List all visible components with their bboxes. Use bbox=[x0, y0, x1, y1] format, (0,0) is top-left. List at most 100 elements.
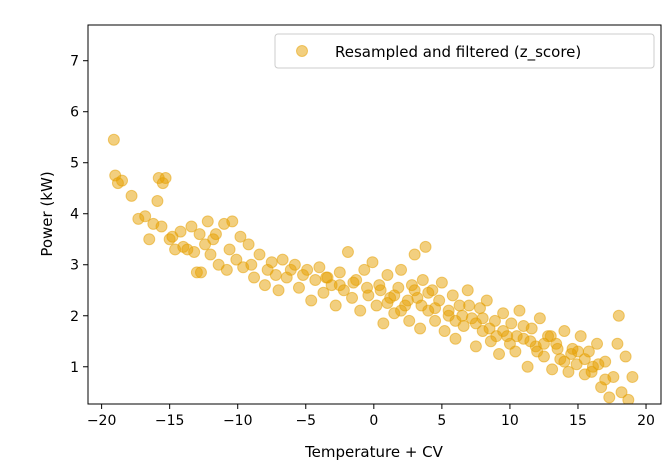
data-point bbox=[599, 373, 612, 386]
data-point bbox=[276, 253, 289, 266]
data-point bbox=[361, 281, 374, 294]
data-point bbox=[585, 365, 598, 378]
data-point bbox=[341, 245, 354, 258]
data-point bbox=[272, 284, 285, 297]
data-point bbox=[442, 304, 455, 317]
y-tick-label: 2 bbox=[70, 309, 79, 325]
data-point bbox=[346, 291, 359, 304]
data-point bbox=[414, 322, 427, 335]
data-point bbox=[419, 240, 432, 253]
data-point bbox=[401, 294, 414, 307]
y-tick-label: 4 bbox=[70, 207, 79, 223]
data-point bbox=[143, 233, 156, 246]
data-point bbox=[234, 230, 247, 243]
data-point bbox=[248, 271, 261, 284]
x-tick-label: 0 bbox=[369, 413, 378, 429]
data-point bbox=[603, 391, 616, 404]
data-point bbox=[435, 276, 448, 289]
x-tick-label: −20 bbox=[87, 413, 117, 429]
data-point bbox=[505, 317, 518, 330]
data-point bbox=[107, 133, 120, 146]
data-point bbox=[292, 281, 305, 294]
data-point bbox=[558, 325, 571, 338]
data-point bbox=[408, 248, 421, 261]
data-point bbox=[354, 304, 367, 317]
y-tick-label: 5 bbox=[70, 156, 79, 172]
data-point bbox=[476, 312, 489, 325]
data-point bbox=[269, 268, 282, 281]
data-point bbox=[551, 342, 564, 355]
data-point bbox=[415, 299, 428, 312]
data-point bbox=[449, 314, 462, 327]
data-point bbox=[159, 172, 172, 185]
data-point bbox=[562, 365, 575, 378]
data-point bbox=[574, 330, 587, 343]
data-point bbox=[615, 386, 628, 399]
data-point bbox=[591, 337, 604, 350]
x-tick-label: −15 bbox=[155, 413, 185, 429]
data-point bbox=[265, 256, 278, 269]
data-point bbox=[258, 279, 271, 292]
data-point bbox=[174, 225, 187, 238]
data-point bbox=[578, 353, 591, 366]
y-axis-label: Power (kW) bbox=[38, 171, 56, 256]
data-point bbox=[429, 314, 442, 327]
x-tick-label: 15 bbox=[569, 413, 587, 429]
data-point bbox=[622, 393, 635, 404]
data-point bbox=[480, 294, 493, 307]
x-tick-label: −5 bbox=[295, 413, 316, 429]
data-point bbox=[497, 307, 510, 320]
data-point bbox=[395, 263, 408, 276]
data-point bbox=[619, 350, 632, 363]
data-point bbox=[461, 284, 474, 297]
x-tick-label: −10 bbox=[223, 413, 253, 429]
data-point bbox=[220, 263, 233, 276]
data-point bbox=[301, 263, 314, 276]
data-point bbox=[490, 330, 503, 343]
x-tick-label: 10 bbox=[501, 413, 519, 429]
data-point bbox=[374, 284, 387, 297]
data-point bbox=[116, 174, 129, 187]
data-point bbox=[403, 314, 416, 327]
data-point bbox=[517, 319, 530, 332]
data-point bbox=[510, 330, 523, 343]
data-point bbox=[469, 340, 482, 353]
data-point bbox=[201, 215, 214, 228]
data-point bbox=[612, 309, 625, 322]
data-point bbox=[309, 274, 322, 287]
data-point bbox=[558, 355, 571, 368]
data-point bbox=[320, 271, 333, 284]
data-point bbox=[395, 304, 408, 317]
data-point bbox=[333, 266, 346, 279]
data-point bbox=[626, 370, 639, 383]
data-point bbox=[544, 330, 557, 343]
data-point bbox=[347, 276, 360, 289]
data-point bbox=[139, 210, 152, 223]
y-tick-label: 3 bbox=[70, 258, 79, 274]
data-point bbox=[204, 248, 217, 261]
x-tick-label: 5 bbox=[437, 413, 446, 429]
data-point bbox=[493, 348, 506, 361]
data-point bbox=[288, 258, 301, 271]
data-point bbox=[408, 284, 421, 297]
data-point bbox=[438, 325, 451, 338]
y-tick-label: 7 bbox=[70, 54, 79, 70]
data-point bbox=[611, 337, 624, 350]
data-point bbox=[329, 299, 342, 312]
x-axis-label: Temperature + CV bbox=[304, 443, 444, 461]
data-point bbox=[571, 345, 584, 358]
data-point bbox=[429, 302, 442, 315]
x-tick-label: 20 bbox=[637, 413, 655, 429]
legend: Resampled and filtered (z_score) bbox=[274, 33, 655, 69]
data-point bbox=[463, 299, 476, 312]
data-point bbox=[370, 299, 383, 312]
data-point bbox=[209, 228, 222, 241]
data-point bbox=[333, 279, 346, 292]
points-layer bbox=[107, 133, 639, 404]
legend-marker bbox=[296, 45, 308, 57]
data-point bbox=[242, 238, 255, 251]
data-point bbox=[537, 337, 550, 350]
data-point bbox=[381, 297, 394, 310]
data-point bbox=[513, 304, 526, 317]
data-point bbox=[521, 360, 534, 373]
